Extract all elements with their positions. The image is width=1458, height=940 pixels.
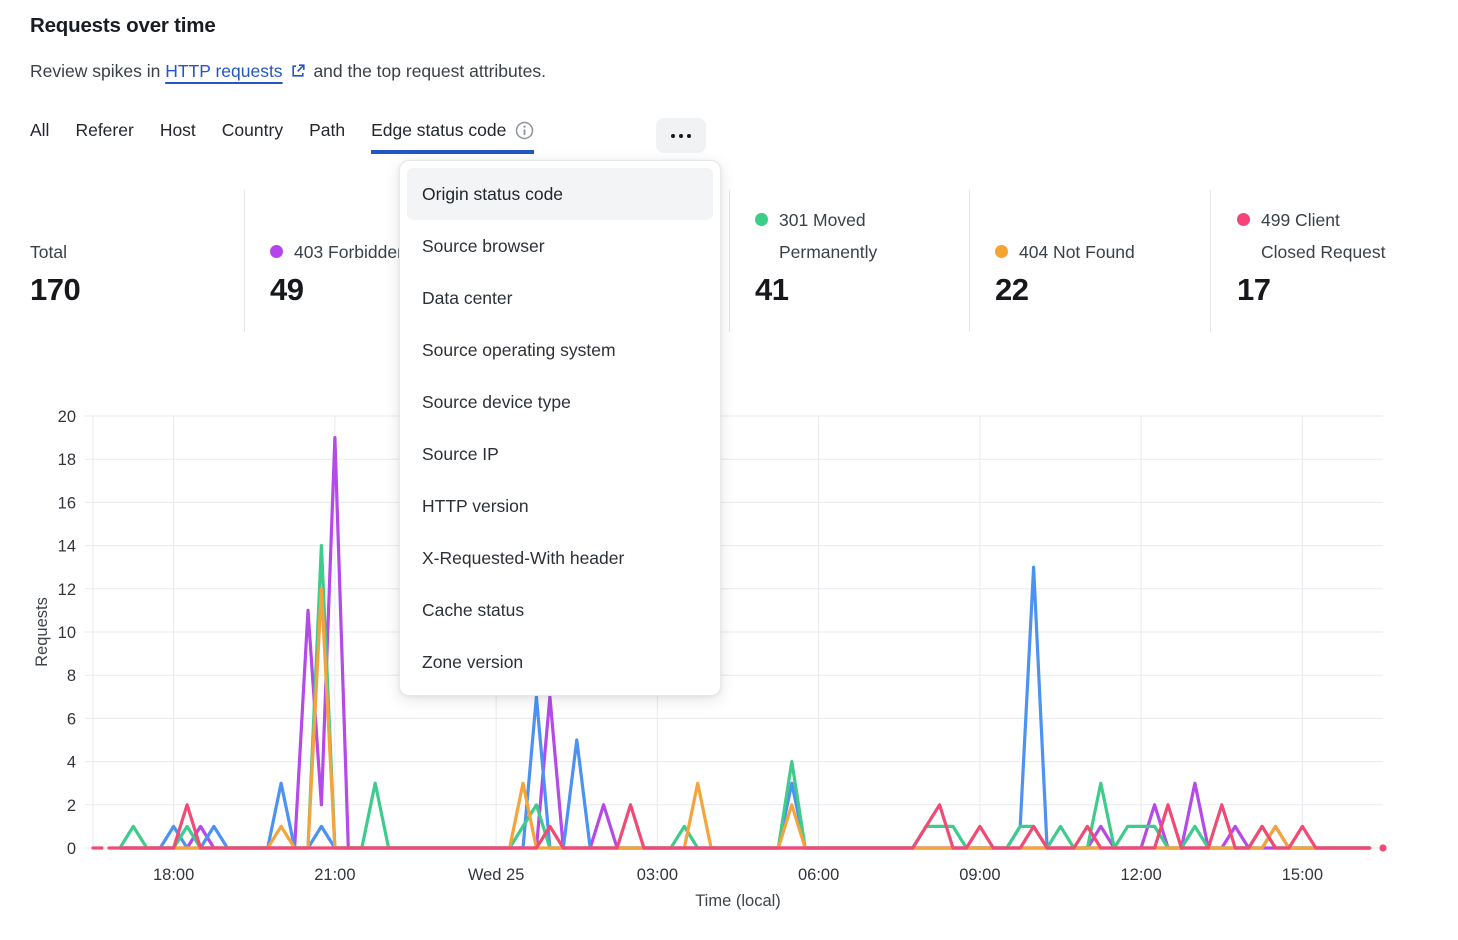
page-title: Requests over time bbox=[30, 14, 216, 37]
y-axis-tick-labels: 0 2 4 6 8 10 12 14 16 18 20 bbox=[58, 408, 76, 858]
stat-value: 49 bbox=[270, 272, 304, 307]
legend-dot-403 bbox=[270, 245, 283, 258]
requests-over-time-chart[interactable]: 0 2 4 6 8 10 12 14 16 18 20 18:00 21:00 Wed 25 03:00 06… bbox=[0, 380, 1458, 928]
legend-dot-404 bbox=[995, 245, 1008, 258]
attribute-tabs: All Referer Host Country Path Edge statu… bbox=[30, 120, 535, 154]
series-end-dot-499-client-closed-request bbox=[1379, 844, 1387, 852]
svg-text:12: 12 bbox=[58, 581, 76, 599]
menu-item-origin-status-code[interactable]: Origin status code bbox=[407, 168, 713, 220]
svg-text:20: 20 bbox=[58, 408, 76, 426]
requests-chart-svg: 0 2 4 6 8 10 12 14 16 18 20 18:00 21:00 Wed 25 03:00 06… bbox=[33, 408, 1387, 910]
svg-text:6: 6 bbox=[67, 710, 76, 728]
tab-path[interactable]: Path bbox=[309, 120, 346, 140]
stat-404-not-found: 404 Not Found 22 bbox=[995, 190, 1135, 308]
tab-all[interactable]: All bbox=[30, 120, 50, 140]
stat-value: 170 bbox=[30, 272, 81, 307]
series-line-301-moved-permanently bbox=[118, 544, 1372, 850]
svg-text:2: 2 bbox=[67, 797, 76, 815]
menu-item-source-operating-system[interactable]: Source operating system bbox=[422, 340, 616, 360]
menu-item-source-browser[interactable]: Source browser bbox=[422, 236, 545, 256]
svg-text:12:00: 12:00 bbox=[1120, 866, 1161, 884]
stat-divider bbox=[969, 190, 970, 332]
info-circle-icon[interactable] bbox=[515, 121, 534, 140]
svg-text:16: 16 bbox=[58, 494, 76, 512]
svg-text:15:00: 15:00 bbox=[1282, 866, 1323, 884]
svg-text:4: 4 bbox=[67, 754, 76, 772]
svg-text:10: 10 bbox=[58, 624, 76, 642]
more-tabs-button[interactable] bbox=[656, 118, 706, 153]
stat-divider bbox=[729, 190, 730, 332]
tab-host[interactable]: Host bbox=[159, 120, 196, 140]
menu-item-source-ip[interactable]: Source IP bbox=[422, 444, 499, 464]
menu-item-data-center[interactable]: Data center bbox=[422, 288, 513, 308]
svg-text:09:00: 09:00 bbox=[959, 866, 1000, 884]
stat-499-client-closed-request: 499 Client Closed Request 17 bbox=[1237, 190, 1396, 308]
stat-value: 41 bbox=[755, 272, 789, 307]
stat-label: 404 Not Found bbox=[1019, 242, 1135, 262]
stat-301-moved-permanently: 301 Moved Permanently 41 bbox=[755, 190, 894, 308]
attribute-dropdown-menu: Origin status code Source browser Data c… bbox=[399, 160, 721, 696]
stat-value: 22 bbox=[995, 272, 1029, 307]
svg-text:06:00: 06:00 bbox=[798, 866, 839, 884]
subtitle-prefix: Review spikes in bbox=[30, 61, 161, 81]
x-axis-tick-labels: 18:00 21:00 Wed 25 03:00 06:00 09:00 12:00 15:0… bbox=[153, 866, 1323, 884]
stat-total: Total 170 bbox=[30, 190, 81, 308]
menu-item-x-requested-with-header[interactable]: X-Requested-With header bbox=[422, 548, 625, 568]
subtitle-suffix: and the top request attributes. bbox=[313, 61, 546, 81]
http-requests-link[interactable]: HTTP requests bbox=[165, 61, 283, 81]
stat-value: 17 bbox=[1237, 272, 1271, 307]
tab-edge-status-code[interactable]: Edge status code bbox=[371, 120, 535, 154]
svg-text:18:00: 18:00 bbox=[153, 866, 194, 884]
menu-item-http-version[interactable]: HTTP version bbox=[422, 496, 529, 516]
menu-item-source-device-type[interactable]: Source device type bbox=[422, 392, 571, 412]
svg-text:8: 8 bbox=[67, 667, 76, 685]
series-line-403-forbidden bbox=[118, 435, 1372, 850]
menu-item-cache-status[interactable]: Cache status bbox=[422, 600, 525, 620]
svg-text:03:00: 03:00 bbox=[637, 866, 678, 884]
page-subtitle: Review spikes in HTTP requests and the t… bbox=[30, 61, 546, 84]
x-axis-title: Time (local) bbox=[695, 892, 781, 910]
ellipsis-icon bbox=[671, 133, 691, 138]
legend-dot-301 bbox=[755, 213, 768, 226]
svg-text:Wed 25: Wed 25 bbox=[468, 866, 525, 884]
stat-403-forbidden: 403 Forbidden 49 bbox=[270, 190, 407, 308]
stat-divider bbox=[244, 190, 245, 332]
svg-text:21:00: 21:00 bbox=[314, 866, 355, 884]
stat-label: 403 Forbidden bbox=[294, 242, 407, 262]
series-line-499-client-closed-request bbox=[118, 803, 1372, 850]
legend-dot-499 bbox=[1237, 213, 1250, 226]
menu-item-zone-version[interactable]: Zone version bbox=[422, 652, 524, 672]
stat-divider bbox=[1210, 190, 1211, 332]
svg-text:18: 18 bbox=[58, 451, 76, 469]
tab-referer[interactable]: Referer bbox=[75, 120, 134, 140]
stat-label: 499 Client Closed Request bbox=[1261, 210, 1386, 262]
tab-country[interactable]: Country bbox=[221, 120, 284, 140]
svg-text:0: 0 bbox=[67, 840, 76, 858]
svg-text:14: 14 bbox=[58, 538, 76, 556]
stat-label: Total bbox=[30, 242, 67, 262]
external-link-icon bbox=[290, 63, 306, 84]
y-axis-title: Requests bbox=[33, 597, 51, 667]
stat-label: 301 Moved Permanently bbox=[779, 210, 878, 262]
